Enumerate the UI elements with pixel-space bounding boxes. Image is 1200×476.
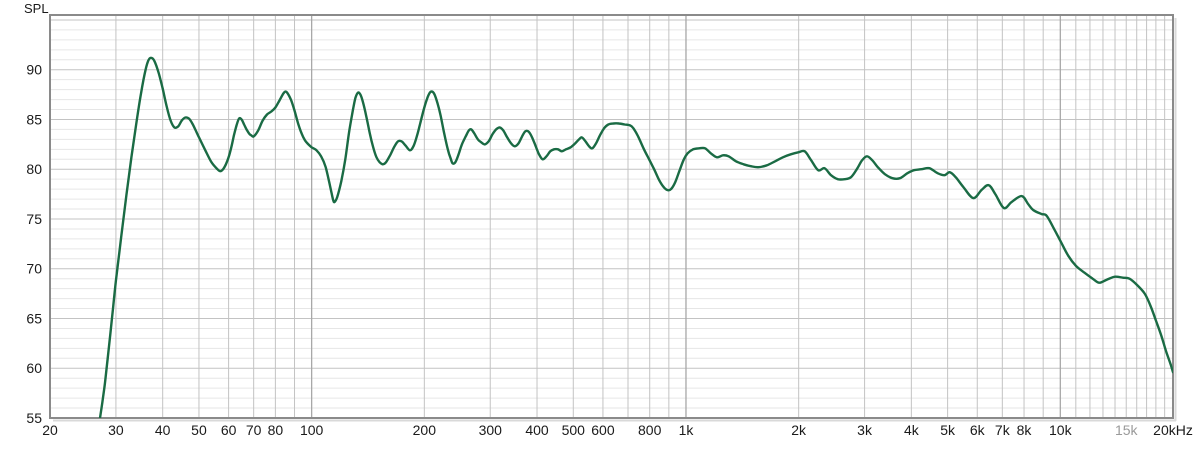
svg-text:15k: 15k (1115, 422, 1139, 438)
y-axis-tick-labels: 90 85 80 75 70 65 60 55 (26, 62, 42, 426)
svg-text:90: 90 (26, 62, 42, 78)
svg-text:200: 200 (413, 422, 437, 438)
svg-text:55: 55 (26, 410, 42, 426)
svg-text:60: 60 (221, 422, 237, 438)
svg-text:100: 100 (300, 422, 324, 438)
svg-text:40: 40 (155, 422, 171, 438)
vertical-gridlines (115, 15, 1166, 418)
svg-text:2k: 2k (791, 422, 807, 438)
svg-text:20: 20 (42, 422, 58, 438)
svg-text:85: 85 (26, 111, 42, 127)
svg-text:50: 50 (191, 422, 207, 438)
svg-text:70: 70 (26, 261, 42, 277)
svg-text:20kHz: 20kHz (1153, 422, 1193, 438)
response-curve (98, 56, 1173, 418)
svg-text:5k: 5k (940, 422, 956, 438)
svg-text:70: 70 (246, 422, 262, 438)
x-axis-tick-labels: 20 30 40 50 60 70 80 100 200 300 400 500 600 800 1k 2k 3… (42, 422, 1193, 438)
svg-text:800: 800 (638, 422, 662, 438)
svg-text:4k: 4k (904, 422, 920, 438)
svg-text:3k: 3k (857, 422, 873, 438)
svg-text:75: 75 (26, 211, 42, 227)
svg-text:30: 30 (108, 422, 124, 438)
svg-text:600: 600 (591, 422, 615, 438)
svg-text:80: 80 (268, 422, 284, 438)
svg-text:300: 300 (479, 422, 503, 438)
svg-text:80: 80 (26, 161, 42, 177)
svg-text:6k: 6k (970, 422, 986, 438)
y-axis-title: SPL (24, 1, 49, 16)
horizontal-gridlines (50, 19, 1173, 409)
svg-text:500: 500 (562, 422, 586, 438)
svg-text:7k: 7k (995, 422, 1011, 438)
plot-frame (49, 14, 1177, 422)
svg-text:65: 65 (26, 310, 42, 326)
svg-text:10k: 10k (1049, 422, 1073, 438)
svg-text:1k: 1k (679, 422, 695, 438)
legend-bar: ✓ 1: R+L 1/6 87.4 dB (0, 446, 1200, 474)
svg-text:60: 60 (26, 360, 42, 376)
svg-text:8k: 8k (1017, 422, 1033, 438)
svg-text:400: 400 (525, 422, 549, 438)
